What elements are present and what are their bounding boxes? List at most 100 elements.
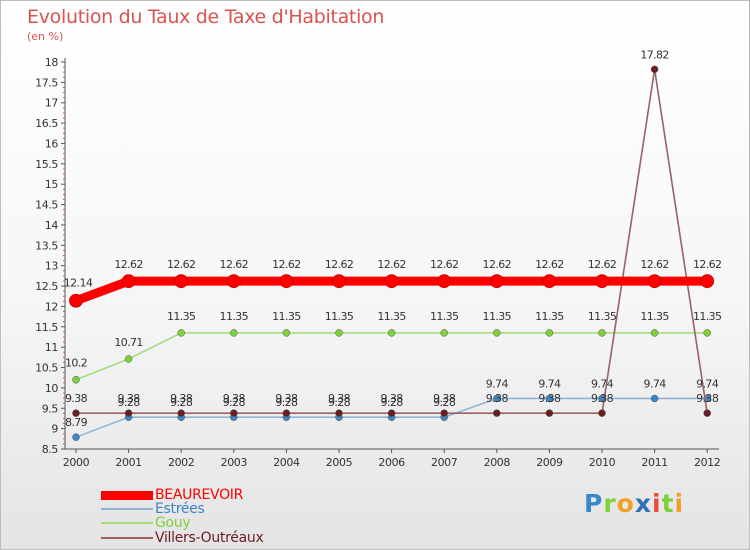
logo-letter: o [616, 489, 635, 518]
data-point [282, 409, 291, 417]
data-point [72, 433, 80, 441]
data-point [384, 274, 399, 289]
data-label: 9.38 [486, 392, 509, 405]
data-label: 9.38 [170, 392, 193, 405]
x-tick-label: 2004 [273, 456, 300, 469]
data-label: 11.35 [272, 310, 301, 323]
data-label: 9.38 [696, 392, 719, 405]
data-point [703, 409, 711, 417]
data-label: 12.62 [588, 258, 617, 271]
data-label: 9.38 [223, 392, 246, 405]
y-tick-label: 10 [45, 382, 59, 395]
data-label: 9.74 [538, 377, 561, 390]
y-tick-label: 17 [45, 97, 59, 110]
y-tick-label: 12 [45, 300, 58, 313]
legend-swatch [101, 508, 153, 510]
data-label: 11.35 [640, 310, 669, 323]
legend-label: Villers-Outréaux [155, 530, 264, 546]
logo-letter: P [584, 489, 604, 518]
logo-letter: t [661, 489, 675, 518]
data-point [437, 274, 452, 289]
data-label: 11.35 [325, 310, 354, 323]
x-tick-label: 2012 [694, 456, 720, 469]
y-tick-label: 16.5 [35, 117, 58, 130]
data-label: 12.62 [430, 258, 459, 271]
data-point [174, 274, 189, 289]
data-label: 9.38 [538, 392, 561, 405]
data-label: 9.38 [433, 392, 456, 405]
data-label: 9.28 [118, 396, 141, 409]
data-label: 9.74 [486, 377, 509, 390]
y-tick-label: 11 [45, 341, 58, 354]
data-label: 12.62 [325, 258, 354, 271]
data-label: 12.62 [272, 258, 301, 271]
data-point [387, 409, 396, 417]
data-point [440, 329, 448, 337]
data-label: 9.28 [223, 396, 246, 409]
logo-letter: i [652, 489, 662, 518]
legend-swatch [101, 537, 153, 539]
data-point [332, 274, 346, 289]
y-tick-label: 8.5 [42, 443, 59, 456]
legend-label: Gouy [155, 515, 191, 531]
data-label: 12.62 [114, 258, 143, 271]
data-point [489, 274, 504, 289]
data-label: 11.35 [430, 310, 459, 323]
x-tick-label: 2011 [641, 456, 667, 469]
data-point [595, 274, 609, 289]
x-tick-label: 2002 [168, 456, 194, 469]
y-tick-label: 15.5 [35, 158, 58, 171]
data-label: 9.28 [275, 396, 298, 409]
data-point [387, 329, 396, 337]
data-point [335, 329, 343, 337]
data-label: 12.62 [377, 258, 406, 271]
x-tick-label: 2010 [589, 456, 616, 469]
y-tick-label: 16 [45, 137, 59, 150]
data-label: 9.28 [381, 396, 404, 409]
data-label: 9.38 [381, 392, 404, 405]
x-tick-label: 2006 [378, 456, 405, 469]
data-point [279, 274, 294, 289]
data-point [493, 394, 501, 403]
data-label: 11.35 [535, 310, 564, 323]
data-label: 9.74 [644, 377, 667, 390]
data-point [72, 409, 80, 417]
data-label: 9.38 [591, 392, 614, 405]
proxiti-logo: Proxiti [584, 489, 684, 518]
data-label: 11.35 [220, 310, 249, 323]
x-tick-label: 2005 [326, 456, 353, 469]
series-villers-outr-aux [72, 65, 711, 417]
y-tick-label: 9.5 [42, 402, 59, 415]
data-label: 11.35 [167, 310, 196, 323]
data-label: 11.35 [588, 310, 617, 323]
data-label: 12.62 [535, 258, 564, 271]
y-tick-label: 11.5 [35, 321, 58, 334]
x-tick-label: 2008 [484, 456, 511, 469]
data-label: 12.62 [693, 258, 722, 271]
data-point [545, 329, 554, 337]
data-label: 9.38 [118, 392, 141, 405]
data-point [703, 329, 711, 337]
data-label: 12.62 [483, 258, 512, 271]
chart-subtitle: (en %) [27, 30, 64, 43]
data-point [177, 409, 185, 417]
data-label: 10.2 [65, 357, 87, 370]
y-tick-label: 13 [45, 260, 59, 273]
legend-label: BEAUREVOIR [155, 487, 244, 503]
data-point [545, 409, 554, 417]
x-tick-label: 2000 [63, 456, 90, 469]
y-tick-label: 14.5 [35, 199, 58, 212]
data-label: 12.62 [640, 258, 669, 271]
data-point [230, 329, 238, 337]
data-point [72, 375, 80, 384]
y-tick-label: 9 [51, 423, 58, 436]
data-label: 17.82 [640, 48, 669, 61]
y-tick-label: 17.5 [35, 76, 58, 89]
x-tick-label: 2001 [115, 456, 141, 469]
data-label: 9.74 [591, 377, 614, 390]
data-label: 9.28 [433, 396, 456, 409]
legend-swatch [101, 491, 153, 500]
data-point [542, 274, 557, 289]
data-point [650, 65, 659, 74]
y-tick-label: 10.5 [35, 362, 58, 375]
